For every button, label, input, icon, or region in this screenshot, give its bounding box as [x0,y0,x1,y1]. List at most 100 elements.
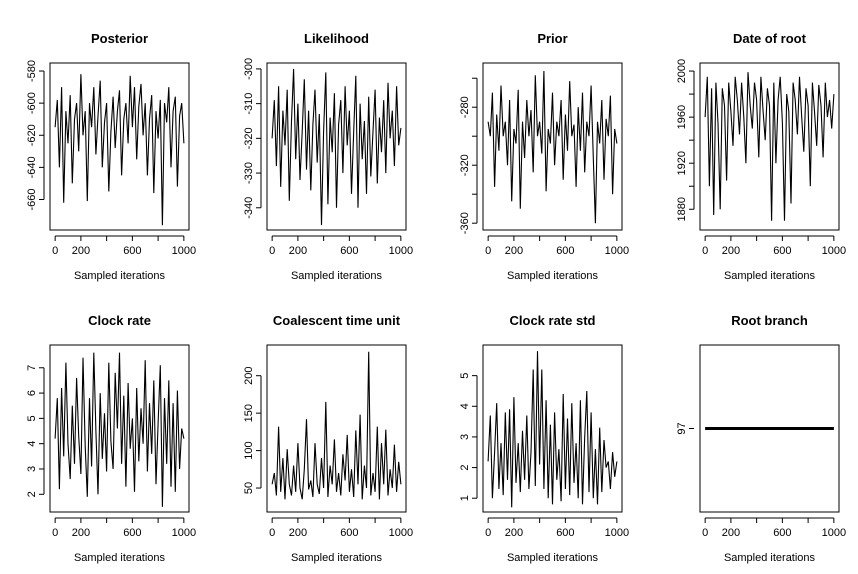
x-tick-label: 200 [289,245,307,257]
x-axis: 0 200 600 1000 [485,235,629,257]
x-tick-label: 0 [52,245,58,257]
y-tick-label: -300 [243,58,255,80]
x-tick-label: 200 [505,527,523,539]
panel-likelihood: Likelihood 0 200 600 1000 Sampled iterations -… [243,31,413,282]
y-tick-label: -330 [243,162,255,184]
y-tick-label: -660 [26,188,38,210]
trace-line [704,72,835,221]
x-tick-label: 0 [702,527,708,539]
panel-date-of-root: Date of root 0 200 600 1000 Sampled iteration… [676,31,846,282]
trace-line [487,70,618,224]
x-axis: 0 200 600 1000 [269,517,413,539]
x-tick-label: 600 [340,527,358,539]
x-tick-label: 1000 [172,245,196,257]
panel-prior: Prior 0 200 600 1000 Sampled iterations -280 -3… [459,31,629,282]
plot-title: Root branch [731,313,808,328]
x-tick-label: 0 [485,245,491,257]
plot-title: Posterior [91,31,148,46]
panel-posterior: Posterior 0 200 600 1000 Sampled iterations -5… [26,31,196,282]
trace-line [271,351,402,500]
y-tick-label: 7 [26,365,38,371]
y-tick-label: 3 [26,466,38,472]
y-axis: 1 2 3 4 5 [459,373,478,501]
y-tick-label: -320 [459,154,471,176]
x-tick-label: 600 [123,527,141,539]
x-tick-label: 1000 [172,527,196,539]
y-tick-label: 4 [26,441,38,447]
y-tick-label: 3 [459,434,471,440]
plot-box [49,344,190,513]
y-tick-label: 200 [243,367,255,385]
y-tick-label: -280 [459,96,471,118]
y-tick-label: 5 [459,373,471,379]
y-tick-label: -580 [26,60,38,82]
x-axis: 0 200 600 1000 [52,517,196,539]
y-axis: -300 -310 -320 -330 -340 [243,58,262,219]
x-axis-label: Sampled iterations [291,270,383,282]
y-axis: -280 -320 -360 [459,77,478,234]
y-tick-label: 2 [459,465,471,471]
y-tick-label: 100 [243,441,255,459]
plot-title: Clock rate [88,313,151,328]
y-tick-label: 50 [243,482,255,494]
y-tick-label: 1 [459,495,471,501]
y-tick-label: 4 [459,403,471,409]
y-tick-label: 6 [26,390,38,396]
y-tick-label: -640 [26,156,38,178]
plot-box [699,344,840,513]
x-tick-label: 200 [722,245,740,257]
y-tick-label: 2000 [676,59,688,83]
y-tick-label: -620 [26,124,38,146]
y-tick-label: -360 [459,212,471,234]
x-tick-label: 200 [722,527,740,539]
plot-box [699,62,840,231]
y-axis: 2 3 4 5 6 7 [26,365,45,497]
x-tick-label: 200 [289,527,307,539]
panel-clock-rate-std: Clock rate std 0 200 600 1000 Sampled iterati… [459,313,629,564]
x-tick-label: 1000 [605,245,629,257]
y-tick-label: -310 [243,93,255,115]
x-tick-label: 600 [123,245,141,257]
plot-title: Date of root [733,31,807,46]
y-tick-label: 5 [26,415,38,421]
x-axis-label: Sampled iterations [74,270,166,282]
x-tick-label: 600 [773,245,791,257]
plot-title: Likelihood [304,31,369,46]
y-tick-label: -340 [243,197,255,219]
plot-title: Coalescent time unit [273,313,401,328]
x-tick-label: 0 [52,527,58,539]
plot-box [482,62,623,231]
x-axis: 0 200 600 1000 [269,235,413,257]
y-axis: 97 [676,422,694,435]
x-tick-label: 1000 [822,245,846,257]
trace-line [54,352,185,507]
plot-title: Prior [537,31,567,46]
plot-box [49,62,190,231]
y-axis: 50 100 150 200 [243,367,262,494]
y-tick-label: -600 [26,92,38,114]
y-tick-label: 2 [26,491,38,497]
y-tick-label: 1880 [676,197,688,221]
y-axis: -580 -600 -620 -640 -660 [26,60,45,211]
x-axis: 0 200 600 1000 [702,517,846,539]
trace-line [487,351,618,508]
trace-line [54,74,185,226]
x-tick-label: 600 [556,245,574,257]
y-axis: 1880 1920 1960 2000 [676,59,695,222]
x-axis-label: Sampled iterations [507,552,599,564]
x-axis-label: Sampled iterations [507,270,599,282]
x-tick-label: 1000 [389,245,413,257]
x-tick-label: 200 [72,527,90,539]
panel-root-branch: Root branch 0 200 600 1000 Sampled iterations… [676,313,846,564]
y-tick-label: 97 [676,422,688,434]
x-tick-label: 600 [340,245,358,257]
x-tick-label: 200 [505,245,523,257]
x-tick-label: 1000 [822,527,846,539]
x-tick-label: 1000 [605,527,629,539]
plot-box [482,344,623,513]
x-axis: 0 200 600 1000 [702,235,846,257]
x-tick-label: 0 [702,245,708,257]
plot-box [266,62,407,231]
panel-clock-rate: Clock rate 0 200 600 1000 Sampled iterations 2… [26,313,196,564]
